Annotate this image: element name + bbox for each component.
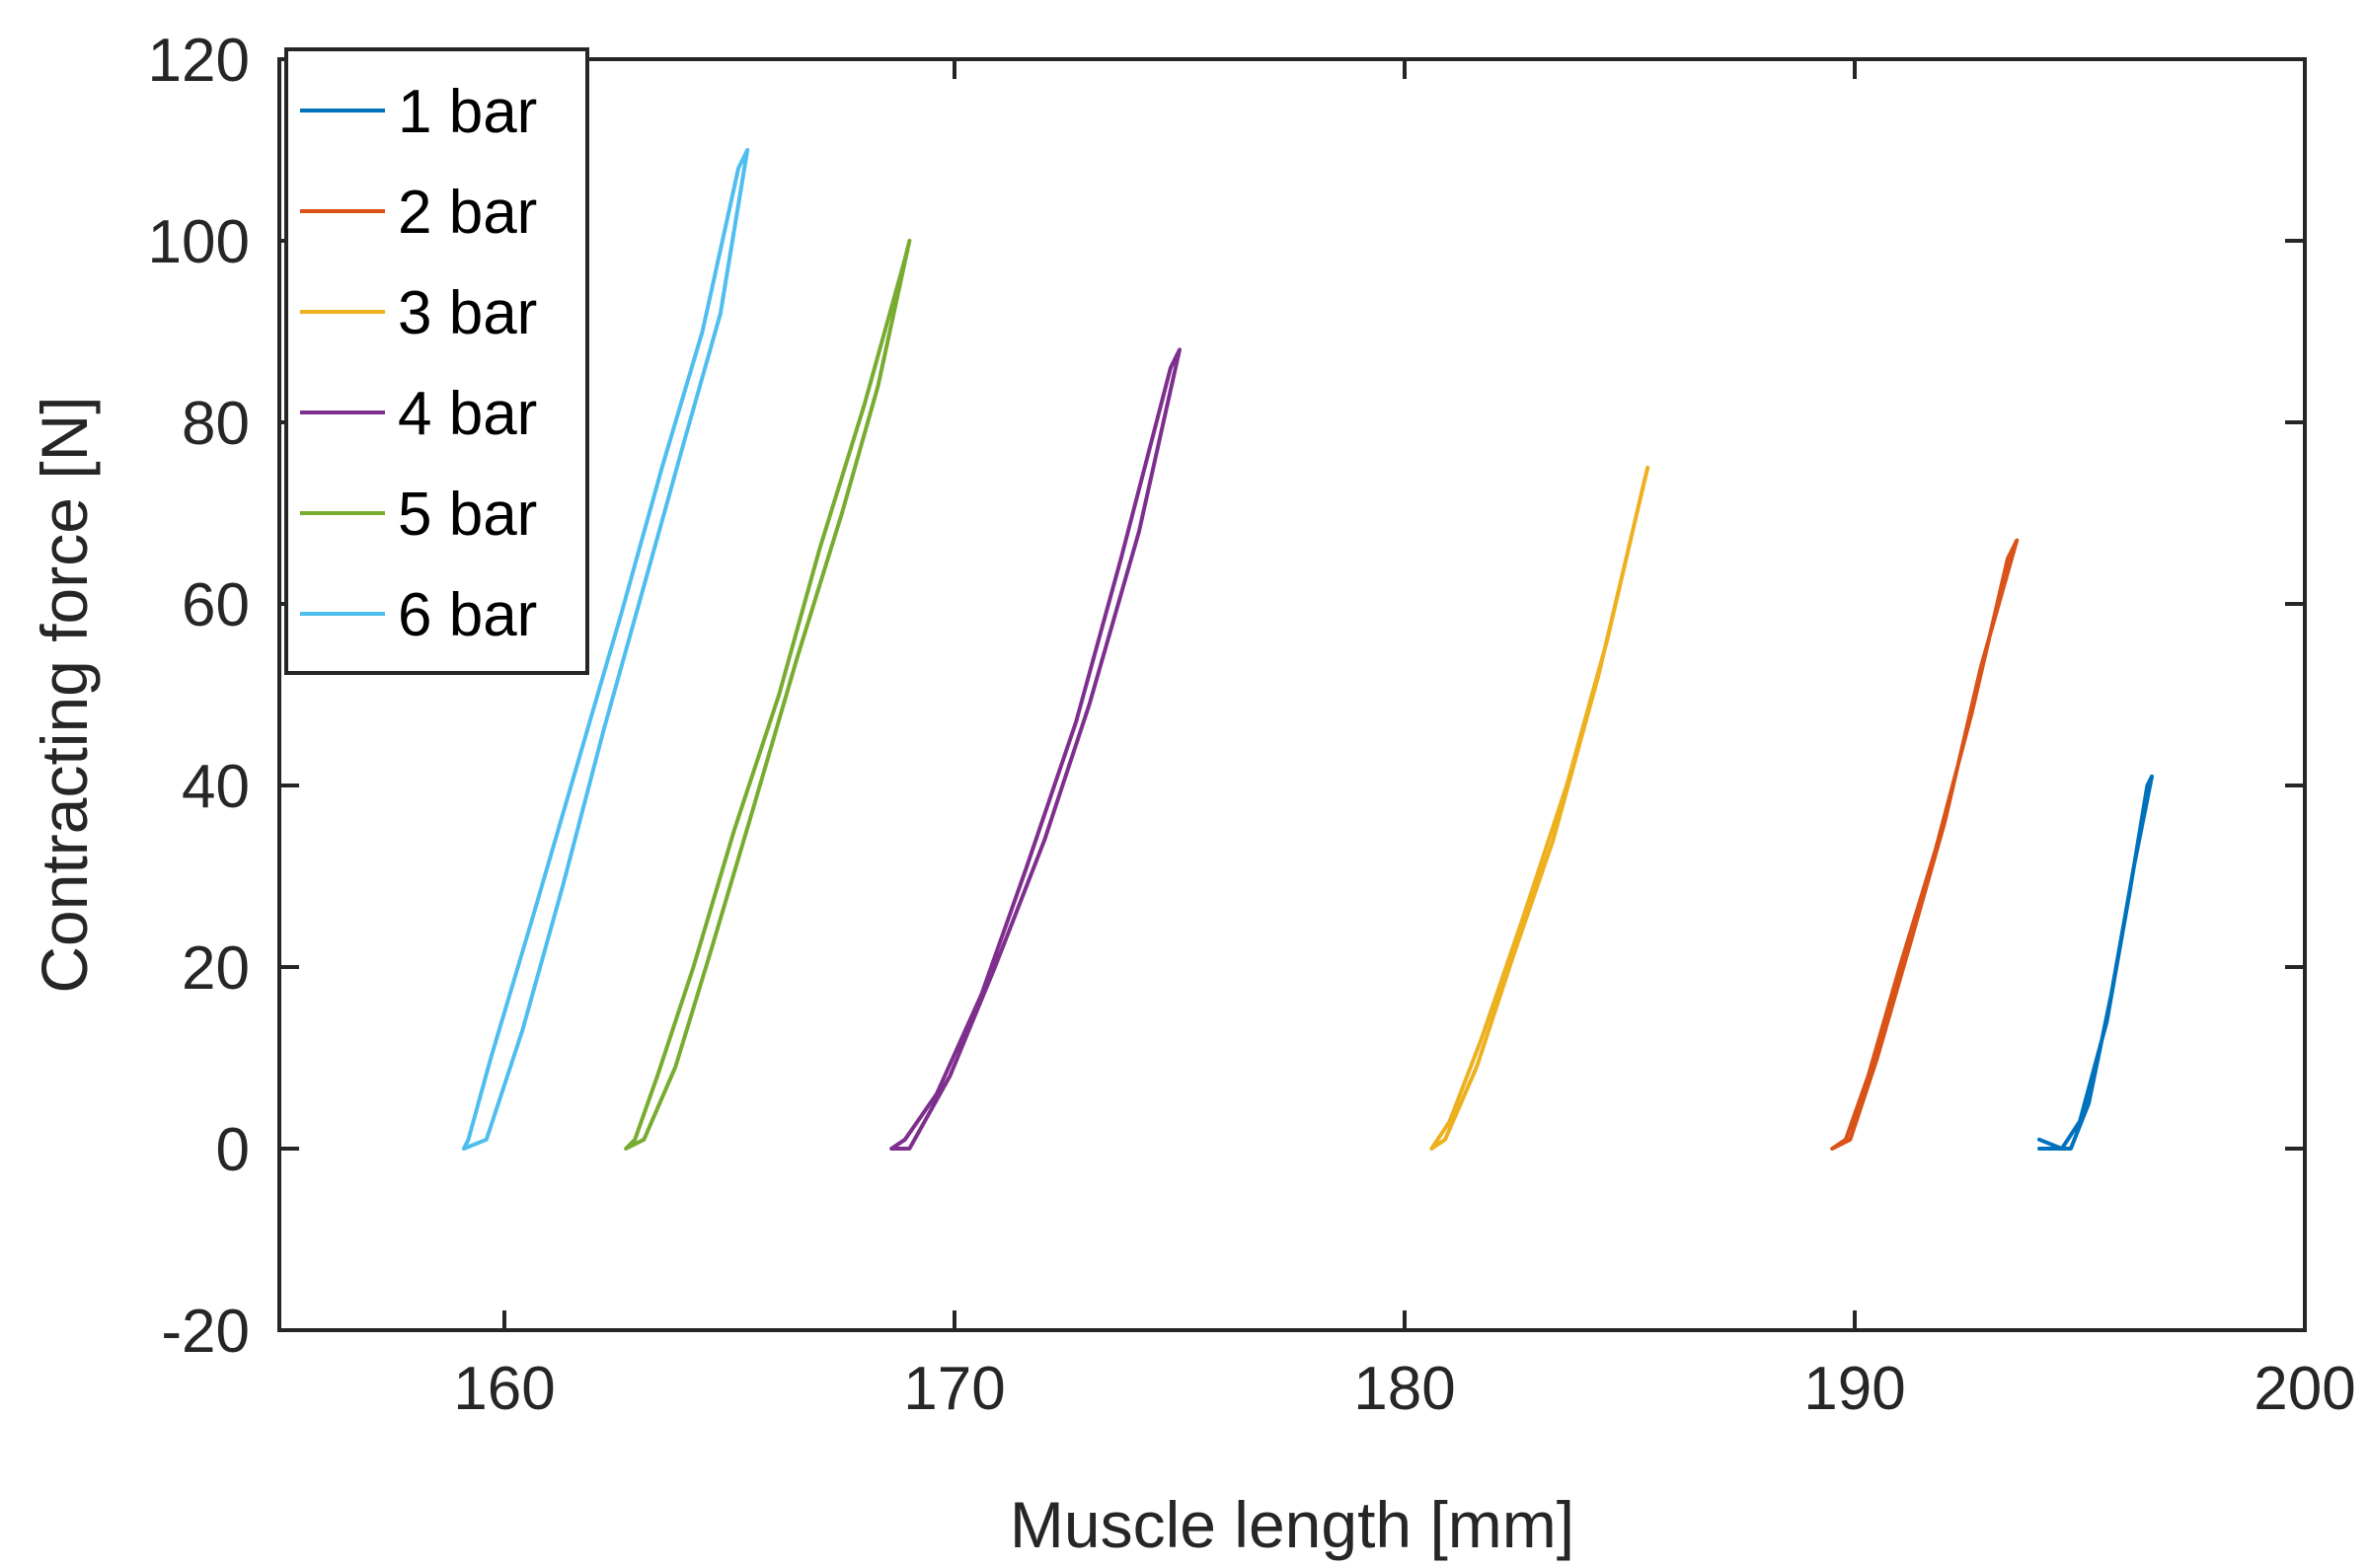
- legend-label-1: 1 bar: [398, 78, 537, 146]
- series-line-2: [1830, 538, 2020, 1151]
- series-layer: [462, 148, 2154, 1151]
- x-tick-label: 190: [1803, 1355, 1905, 1423]
- legend: 1 bar 2 bar 3 bar 4 bar 5 bar 6 bar: [284, 47, 589, 675]
- series-line-3: [1429, 466, 1650, 1151]
- x-axis-title: Muscle length [mm]: [1010, 1488, 1574, 1561]
- legend-label-6: 6 bar: [398, 581, 537, 649]
- x-tick-label: 180: [1353, 1355, 1455, 1423]
- y-tick-label: 40: [182, 753, 250, 821]
- series-line-1: [2037, 774, 2154, 1151]
- y-tick-label: 60: [182, 571, 250, 639]
- legend-label-2: 2 bar: [398, 179, 537, 247]
- legend-box: [284, 47, 589, 675]
- y-tick-label: 20: [182, 934, 250, 1003]
- y-tick-label: 100: [148, 208, 250, 276]
- x-tick-label: 200: [2254, 1355, 2355, 1423]
- y-tick-label: 80: [182, 390, 250, 458]
- legend-label-4: 4 bar: [398, 380, 537, 448]
- x-tick-label: 160: [453, 1355, 555, 1423]
- legend-label-3: 3 bar: [398, 279, 537, 347]
- y-tick-label: -20: [161, 1298, 250, 1366]
- y-tick-label: 120: [148, 27, 250, 95]
- plot-area: [279, 59, 2305, 1330]
- series-line-4: [889, 347, 1182, 1151]
- axes-layer: 160 170 180 190 200 -20 0 20 40 60 80 100 120: [148, 27, 2356, 1423]
- x-tick-label: 170: [903, 1355, 1005, 1423]
- y-tick-label: 0: [216, 1116, 250, 1184]
- series-line-5: [624, 239, 912, 1151]
- series-line-6: [462, 148, 750, 1151]
- y-axis-title: Contracting force [N]: [28, 396, 101, 993]
- axes-box: [277, 57, 2307, 1332]
- legend-label-5: 5 bar: [398, 481, 537, 549]
